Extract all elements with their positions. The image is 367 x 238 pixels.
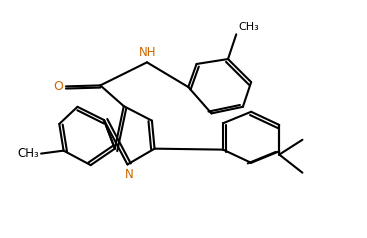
- Text: N: N: [125, 169, 134, 181]
- Text: NH: NH: [139, 46, 157, 59]
- Text: CH₃: CH₃: [17, 147, 39, 160]
- Text: O: O: [53, 80, 63, 93]
- Text: CH₃: CH₃: [238, 22, 259, 32]
